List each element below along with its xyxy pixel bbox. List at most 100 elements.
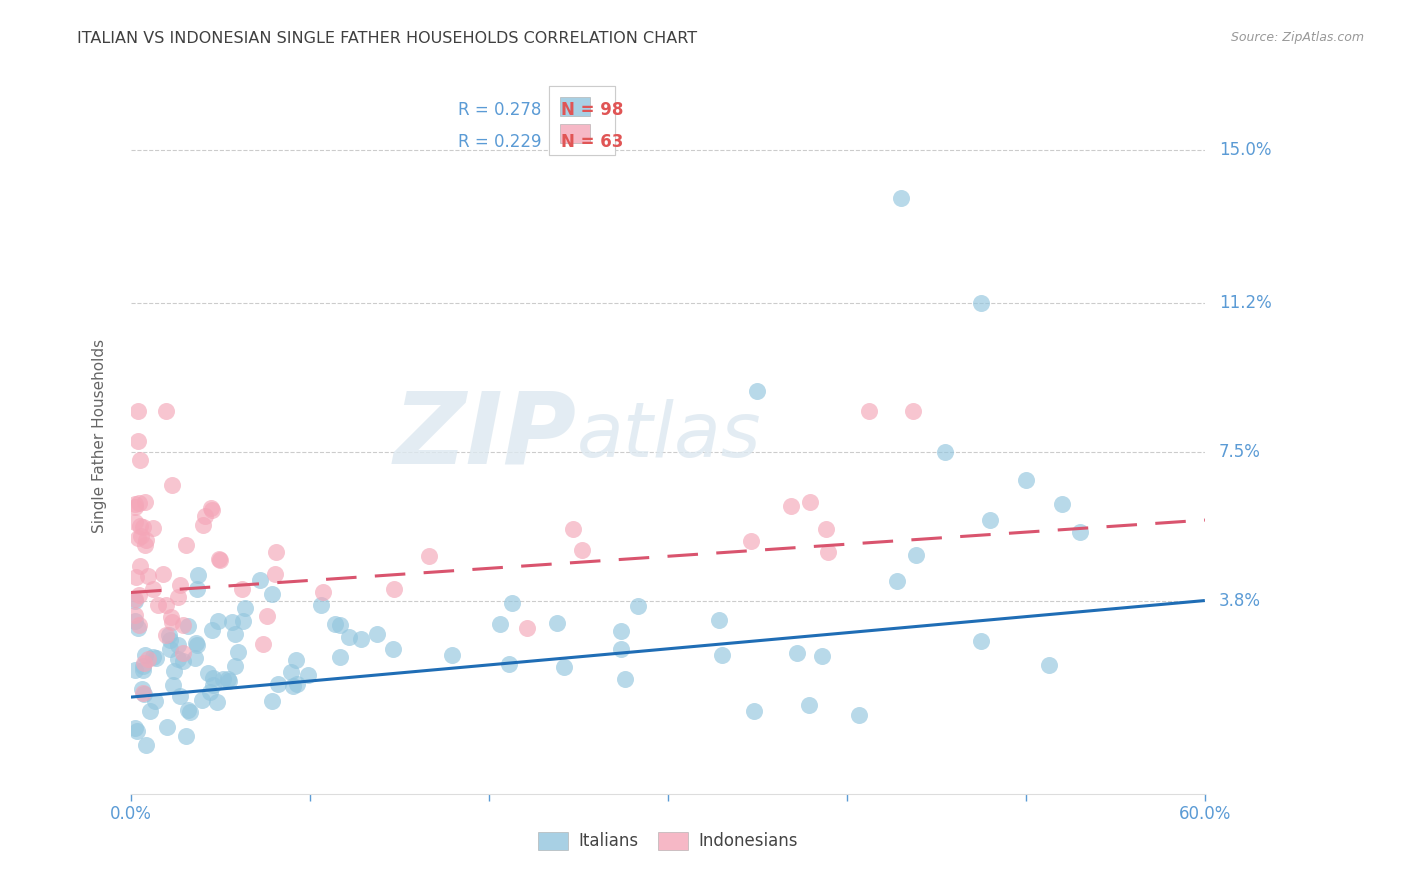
Indonesians [174,538,197,552]
Italians [707,613,730,627]
Indonesians [384,582,406,596]
Italians [132,687,155,701]
Indonesians [127,434,149,448]
Italians [710,648,733,662]
Italians [211,672,233,686]
Italians [281,679,304,693]
Indonesians [131,686,153,700]
Italians [179,705,201,719]
Italians [285,677,308,691]
Indonesians [172,618,194,632]
Italians [124,614,146,628]
Text: N = 98: N = 98 [561,101,623,119]
Indonesians [124,497,146,511]
Italians [156,720,179,734]
Indonesians [129,452,152,467]
Italians [233,601,256,615]
Indonesians [128,588,150,602]
Italians [811,649,834,664]
Italians [224,627,246,641]
Indonesians [169,577,191,591]
Indonesians [418,549,440,563]
Indonesians [516,621,538,635]
Indonesians [142,521,165,535]
Legend: , : , [548,86,616,155]
Italians [201,672,224,686]
Italians [797,698,820,712]
Italians [166,638,188,652]
Indonesians [780,499,803,513]
Indonesians [858,404,880,418]
Italians [163,665,186,679]
Italians [184,651,207,665]
Text: 7.5%: 7.5% [1219,442,1261,460]
Italians [742,705,765,719]
Italians [162,678,184,692]
Italians [329,649,352,664]
Indonesians [129,519,152,533]
Indonesians [128,496,150,510]
Italians [262,694,284,708]
Italians [284,653,307,667]
Text: N = 63: N = 63 [561,133,623,151]
Indonesians [571,543,593,558]
Italians [337,630,360,644]
Italians [613,672,636,686]
Indonesians [208,552,231,566]
Indonesians [136,569,159,583]
Italians [186,638,208,652]
Indonesians [134,495,156,509]
Italians [747,384,769,399]
Italians [131,659,153,673]
Text: ZIP: ZIP [394,387,576,484]
Italians [309,599,332,613]
Italians [159,633,181,648]
Indonesians [132,520,155,534]
Italians [934,444,956,458]
Indonesians [814,522,837,536]
Indonesians [155,628,177,642]
Indonesians [172,646,194,660]
Indonesians [561,522,583,536]
Italians [200,623,222,637]
Indonesians [124,500,146,514]
Indonesians [191,517,214,532]
Text: Source: ZipAtlas.com: Source: ZipAtlas.com [1230,31,1364,45]
Italians [366,627,388,641]
Indonesians [129,558,152,573]
Indonesians [141,582,163,596]
Indonesians [740,534,762,549]
Italians [226,645,249,659]
Text: R = 0.229: R = 0.229 [458,133,541,151]
Italians [890,191,912,205]
Italians [970,295,993,310]
Italians [489,616,512,631]
Italians [886,574,908,588]
Italians [786,647,808,661]
Indonesians [135,533,157,547]
Italians [217,673,239,687]
Italians [546,616,568,631]
Italians [218,673,240,688]
Italians [498,657,520,672]
Italians [124,721,146,735]
Italians [159,628,181,642]
Italians [205,695,228,709]
Italians [266,676,288,690]
Italians [207,615,229,629]
Italians [553,660,575,674]
Italians [135,739,157,753]
Indonesians [231,582,253,597]
Italians [1069,525,1091,540]
Italians [249,573,271,587]
Italians [440,648,463,663]
Italians [143,694,166,708]
Italians [610,624,633,639]
Italians [201,678,224,692]
Indonesians [132,656,155,670]
Italians [145,651,167,665]
Italians [323,616,346,631]
Indonesians [127,404,149,418]
Indonesians [146,598,169,612]
Italians [197,666,219,681]
